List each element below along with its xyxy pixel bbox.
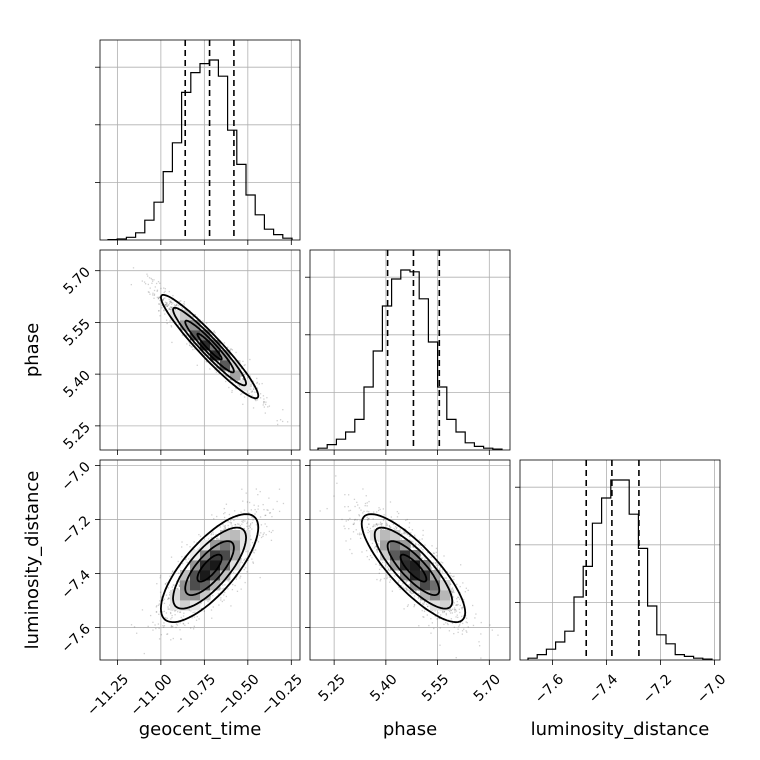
x-tick-label: 5.55	[419, 671, 452, 704]
scatter-panel-luminosity_distance-vs-geocent_time: −11.25−11.00−10.75−10.50−10.25 −7.6 −7.4 −7…	[58, 459, 306, 719]
x-tick-label: −10.75	[171, 671, 219, 719]
panel-frame	[519, 459, 721, 661]
scatter-panel-luminosity_distance-vs-phase: 5.25 5.40 5.55 5.70	[305, 459, 511, 705]
panel-frame	[99, 249, 301, 451]
panel-frame	[309, 459, 511, 661]
y-tick-label: −7.2	[58, 513, 93, 548]
contour-1	[184, 540, 235, 596]
x-tick-label: −7.0	[694, 671, 729, 706]
y-tick-label: 5.40	[60, 368, 93, 401]
contour-1	[386, 540, 441, 597]
x-tick-label: −7.6	[532, 671, 567, 706]
x-tick-label: −7.2	[640, 671, 675, 706]
contour-0	[196, 553, 223, 583]
x-axis-label-geocent_time: geocent_time	[139, 719, 262, 740]
scatter-panel-phase-vs-geocent_time: 5.25 5.40 5.55 5.70	[60, 249, 301, 455]
contour-2	[172, 526, 248, 610]
y-tick-label: 5.70	[60, 264, 93, 297]
x-tick-label: −10.25	[258, 671, 306, 719]
x-axis-label-luminosity_distance: luminosity_distance	[531, 719, 710, 740]
y-tick-label: −7.4	[58, 567, 93, 602]
contour-3	[159, 513, 260, 623]
panel-frame	[99, 39, 301, 241]
histogram-geocent_time	[107, 59, 293, 240]
y-tick-label: 5.55	[60, 316, 93, 349]
contour-0	[399, 553, 428, 583]
x-tick-label: 5.40	[367, 671, 400, 704]
y-tick-label: −7.0	[58, 459, 93, 494]
histogram-phase	[317, 269, 503, 450]
contour-3	[360, 513, 467, 624]
hist-panel-luminosity_distance: −7.6 −7.4 −7.2 −7.0	[515, 459, 729, 707]
x-tick-label: −10.50	[215, 671, 263, 719]
panel-frame	[309, 249, 511, 451]
x-tick-label: −11.25	[84, 671, 132, 719]
contour-1	[184, 319, 235, 374]
contour-3	[159, 294, 260, 400]
y-axis-label-luminosity_distance: luminosity_distance	[22, 471, 43, 650]
x-tick-label: −7.4	[586, 671, 621, 706]
y-axis-label-phase: phase	[22, 323, 43, 377]
panel-frame	[99, 459, 301, 661]
y-tick-label: 5.25	[60, 419, 93, 452]
hist-panel-geocent_time	[95, 39, 301, 245]
y-tick-label: −7.6	[58, 621, 93, 656]
contour-2	[172, 306, 248, 387]
x-tick-label: −11.00	[128, 671, 176, 719]
x-axis-label-phase: phase	[383, 719, 437, 740]
x-tick-label: 5.25	[316, 671, 349, 704]
contour-0	[196, 332, 223, 361]
hist-panel-phase	[305, 249, 511, 455]
x-tick-label: 5.70	[471, 671, 504, 704]
histogram-luminosity_distance	[527, 479, 713, 660]
contour-2	[373, 526, 454, 610]
